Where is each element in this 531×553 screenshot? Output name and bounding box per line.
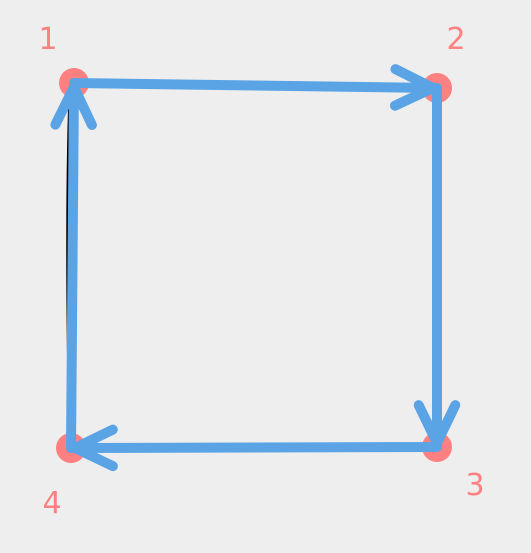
vertex-label-1: 1 xyxy=(38,22,58,57)
vertex-label-2: 2 xyxy=(446,22,466,57)
vertex-label-3: 3 xyxy=(465,468,485,503)
edge-4-1 xyxy=(66,78,79,453)
edge-1-2 xyxy=(69,78,442,93)
edge-3-4 xyxy=(66,442,442,453)
arrowhead-4-1 xyxy=(50,81,97,130)
vertex-label-4: 4 xyxy=(42,486,62,521)
